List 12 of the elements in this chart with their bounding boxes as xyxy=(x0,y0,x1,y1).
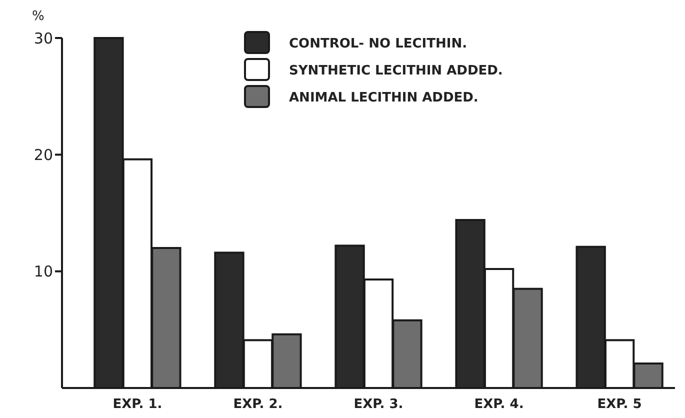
x-tick-label: EXP. 5 xyxy=(597,397,642,412)
x-tick-label: EXP. 4. xyxy=(474,397,524,412)
y-tick-label: 30 xyxy=(34,29,53,48)
x-tick-label: EXP. 2. xyxy=(233,397,283,412)
legend-label: CONTROL- NO LECITHIN. xyxy=(289,36,468,52)
y-tick-label: 10 xyxy=(34,262,53,281)
y-tick-label: 20 xyxy=(34,146,53,164)
legend-label: SYNTHETIC LECITHIN ADDED. xyxy=(289,64,503,79)
y-axis-title: % xyxy=(32,9,44,24)
x-tick-label: EXP. 1. xyxy=(112,397,162,412)
x-tick-label: EXP. 3. xyxy=(354,397,404,412)
legend-label: ANIMAL LECITHIN ADDED. xyxy=(289,90,478,106)
